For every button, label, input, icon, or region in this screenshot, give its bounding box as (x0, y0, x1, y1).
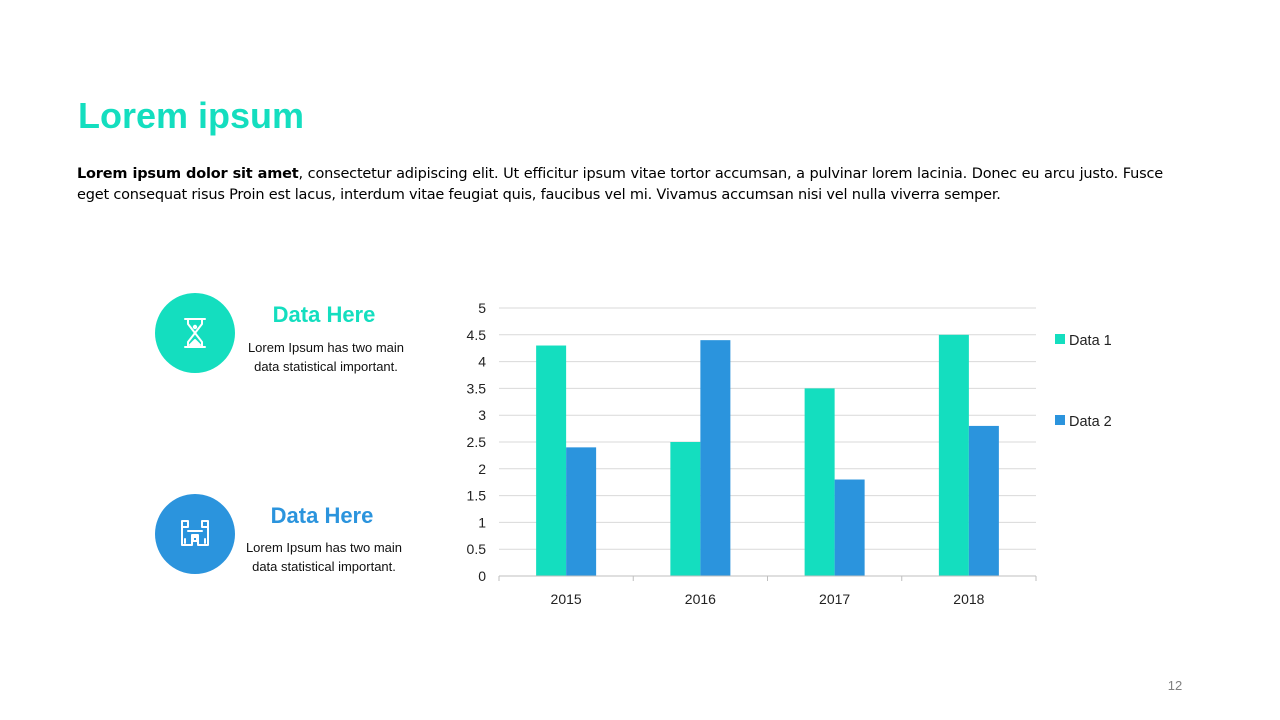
card-text-1: Lorem Ipsum has two main data statistica… (247, 340, 405, 374)
page-number: 12 (1167, 678, 1183, 693)
intro-bold-text: Lorem ipsum dolor sit amet (77, 166, 299, 182)
bar-1 (536, 345, 567, 576)
bar-1 (670, 442, 701, 576)
card-title-2: Data Here (270, 503, 374, 528)
legend-swatch (1055, 334, 1065, 344)
bar-chart: 0 0.5 1 1.5 2 2.5 3 3.5 4 4.5 5 2015 2016 2017 2018 Dat… (467, 300, 1112, 607)
y-tick-label: 5 (478, 300, 486, 316)
y-tick-label: 4 (478, 354, 486, 370)
y-tick-label: 1 (478, 514, 486, 530)
y-tick-label: 0.5 (467, 541, 487, 557)
bar-2 (968, 425, 999, 576)
legend-swatch (1055, 415, 1065, 425)
bar-2 (700, 340, 731, 576)
legend-label: Data 2 (1069, 414, 1112, 430)
x-tick-label: 2016 (685, 591, 716, 607)
y-tick-label: 2 (478, 461, 486, 477)
card-text-2: Lorem Ipsum has two main data statistica… (245, 540, 403, 574)
y-tick-label: 0 (478, 568, 486, 584)
bar-1 (938, 334, 969, 576)
bar-2 (834, 479, 865, 576)
y-tick-label: 2.5 (467, 434, 487, 450)
binoculars-badge (155, 494, 235, 574)
y-tick-label: 3.5 (467, 380, 487, 396)
binoculars-icon (181, 520, 209, 546)
hourglass-icon (184, 318, 206, 348)
bar-2 (566, 447, 597, 576)
slide-title: Lorem ipsum (78, 95, 305, 136)
y-tick-label: 1.5 (467, 488, 487, 504)
x-tick-label: 2018 (953, 591, 984, 607)
hourglass-badge (155, 293, 235, 373)
bar-1 (804, 388, 835, 576)
intro-body-text: , consectetur adipiscing elit. Ut effici… (77, 166, 1163, 203)
y-tick-label: 3 (478, 407, 486, 423)
x-tick-label: 2017 (819, 591, 850, 607)
x-tick-label: 2015 (551, 591, 582, 607)
legend-label: Data 1 (1069, 333, 1112, 349)
card-title-1: Data Here (272, 302, 376, 327)
y-tick-label: 4.5 (467, 327, 487, 343)
intro-paragraph: Lorem ipsum dolor sit amet, consectetur … (77, 164, 1163, 206)
